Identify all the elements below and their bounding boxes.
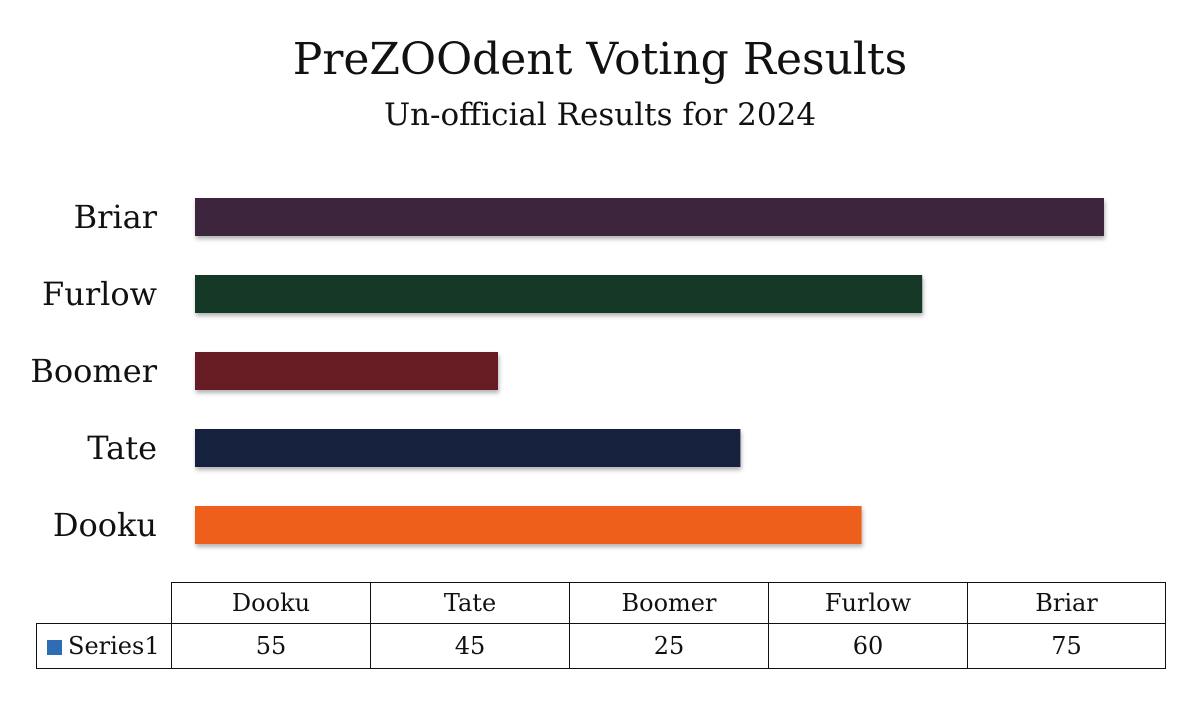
table-value-dooku: 55	[171, 623, 371, 669]
series-name: Series1	[68, 632, 160, 660]
data-table: Dooku Tate Boomer Furlow Briar Series1 55 45 2…	[36, 582, 1166, 669]
bar-dooku	[195, 506, 862, 544]
bar-tate	[195, 429, 741, 467]
chart-title: PreZOOdent Voting Results	[292, 34, 908, 85]
category-label-furlow: Furlow	[42, 275, 157, 313]
legend-entry: Series1	[36, 623, 172, 669]
bar-boomer	[195, 352, 498, 390]
table-header-row: Dooku Tate Boomer Furlow Briar	[36, 582, 1166, 624]
category-labels: Dooku Tate Boomer Furlow Briar	[30, 198, 157, 544]
table-header-tate: Tate	[370, 582, 570, 624]
table-value-tate: 45	[370, 623, 570, 669]
table-corner-cell	[36, 582, 172, 624]
bar-plot-area: Dooku Tate Boomer Furlow Briar	[30, 198, 1104, 544]
table-header-dooku: Dooku	[171, 582, 371, 624]
legend-key-icon	[47, 640, 62, 655]
table-value-briar: 75	[967, 623, 1166, 669]
category-label-tate: Tate	[87, 429, 157, 467]
table-header-briar: Briar	[967, 582, 1166, 624]
category-label-dooku: Dooku	[53, 506, 157, 544]
category-label-boomer: Boomer	[30, 352, 157, 390]
table-header-boomer: Boomer	[569, 582, 769, 624]
table-value-furlow: 60	[768, 623, 968, 669]
bar-furlow	[195, 275, 923, 313]
bars-group	[195, 198, 1104, 544]
table-header-furlow: Furlow	[768, 582, 968, 624]
table-values-row: Series1 55 45 25 60 75	[36, 623, 1166, 669]
chart-subtitle: Un-official Results for 2024	[383, 97, 817, 133]
category-label-briar: Briar	[74, 198, 158, 236]
bar-briar	[195, 198, 1104, 236]
table-value-boomer: 25	[569, 623, 769, 669]
